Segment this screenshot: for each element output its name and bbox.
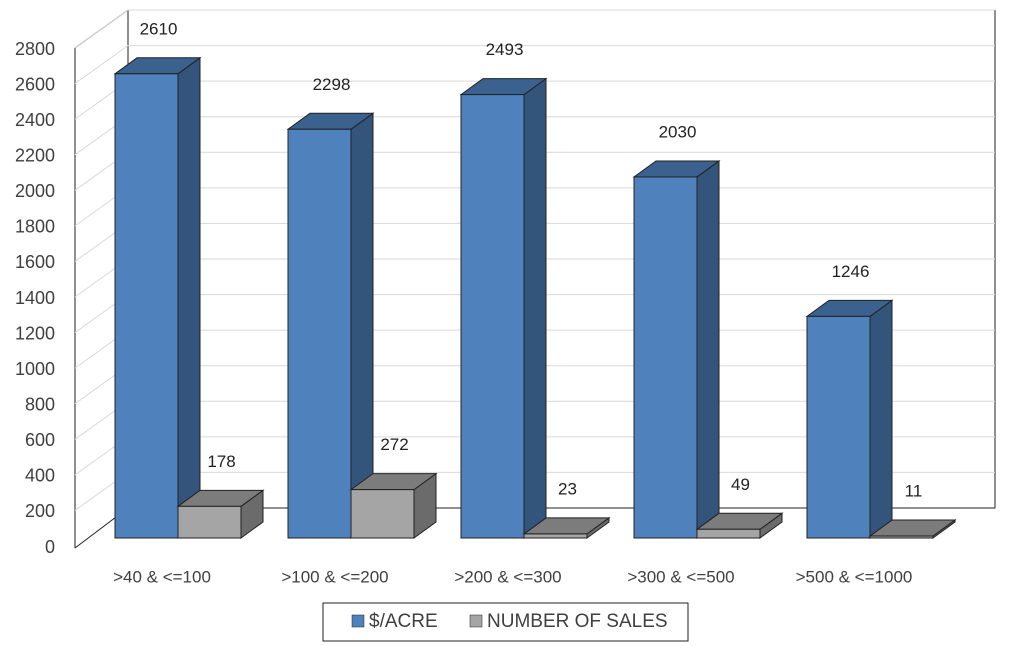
bar-side — [350, 112, 374, 539]
y-tick-label: 2400 — [15, 110, 55, 130]
y-tick-label: 1600 — [15, 252, 55, 272]
value-label: 2298 — [313, 75, 351, 94]
bar — [113, 56, 202, 539]
y-tick-label: 2800 — [15, 39, 55, 59]
y-tick-label: 1200 — [15, 323, 55, 343]
bar-front — [633, 176, 698, 539]
value-label: 2493 — [486, 40, 524, 59]
bar — [286, 112, 375, 539]
x-tick-label: >100 & <=200 — [281, 567, 388, 586]
value-label: 1246 — [832, 262, 870, 281]
bar-side — [177, 56, 201, 539]
bar-front — [696, 528, 761, 539]
bar-front — [350, 489, 415, 539]
bar-front — [869, 535, 934, 539]
value-label: 2610 — [140, 19, 178, 38]
bar — [695, 512, 784, 539]
value-label: 272 — [380, 435, 408, 454]
legend-label: NUMBER OF SALES — [487, 611, 668, 632]
y-tick-label: 600 — [25, 430, 55, 450]
bar-front — [523, 533, 588, 539]
x-tick-label: >40 & <=100 — [113, 567, 211, 586]
bar-front — [460, 94, 525, 539]
y-tick-label: 1400 — [15, 288, 55, 308]
bar — [632, 159, 721, 539]
bar-front — [287, 128, 352, 539]
y-tick-label: 1000 — [15, 359, 55, 379]
x-tick-label: >500 & <=1000 — [796, 567, 913, 586]
bar-front — [177, 505, 242, 539]
value-label: 23 — [558, 479, 577, 498]
y-tick-label: 400 — [25, 466, 55, 486]
y-tick-label: 2200 — [15, 145, 55, 165]
bar-side — [869, 299, 893, 539]
y-tick-label: 2000 — [15, 181, 55, 201]
value-label: 11 — [905, 482, 923, 501]
bar — [805, 299, 894, 539]
y-tick-label: 2600 — [15, 74, 55, 94]
grid-line — [74, 45, 995, 84]
x-tick-label: >200 & <=300 — [454, 567, 561, 586]
legend-label: $/ACRE — [369, 611, 438, 632]
value-label: 49 — [731, 475, 750, 494]
y-tick-label: 800 — [25, 394, 55, 414]
bar-side — [523, 77, 547, 539]
bar — [522, 516, 611, 539]
y-tick-label: 0 — [45, 537, 55, 557]
y-tick-label: 200 — [25, 501, 55, 521]
x-tick-label: >300 & <=500 — [627, 567, 734, 586]
bar-front — [806, 315, 871, 539]
legend-swatch — [469, 614, 483, 628]
bar — [176, 489, 265, 539]
legend-swatch — [351, 614, 365, 628]
y-tick-label: 1800 — [15, 217, 55, 237]
legend-box — [322, 602, 689, 642]
bar-side — [696, 159, 720, 539]
bar-front — [114, 73, 179, 539]
bar — [868, 519, 957, 539]
grid-line — [74, 9, 995, 49]
bar — [349, 472, 438, 539]
value-label: 178 — [207, 452, 235, 471]
bar — [459, 77, 548, 539]
value-label: 2030 — [659, 122, 697, 141]
